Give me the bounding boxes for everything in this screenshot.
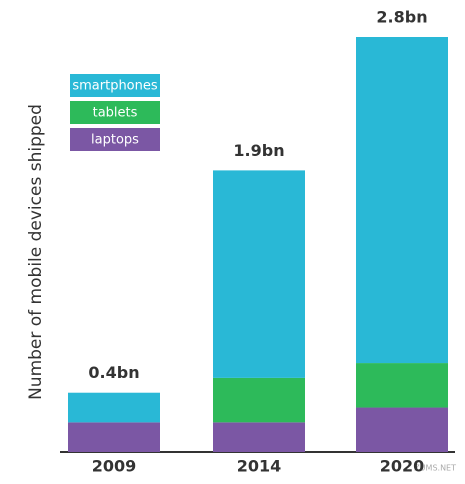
legend-label: tablets: [93, 106, 138, 121]
bar-segment: [68, 422, 160, 452]
total-label: 1.9bn: [233, 141, 284, 160]
legend-swatch: [70, 101, 160, 124]
axis-title: Number of mobile devices shipped: [26, 104, 46, 400]
total-label: 0.4bn: [88, 363, 139, 382]
legend-label: laptops: [91, 133, 139, 148]
bar-segment: [213, 377, 305, 423]
legend-swatch: [70, 74, 160, 97]
watermark: ZUMS.NET: [414, 464, 456, 473]
x-tick-label: 2014: [237, 457, 282, 476]
total-label: 2.8bn: [376, 8, 427, 27]
x-tick-label: 2009: [92, 457, 137, 476]
bar-segment: [356, 37, 448, 364]
x-tick-label: 2020: [380, 457, 425, 476]
bar-segment: [213, 422, 305, 452]
bar-segment: [356, 363, 448, 408]
bar-segment: [213, 170, 305, 378]
bar-segment: [68, 392, 160, 423]
legend-swatch: [70, 128, 160, 151]
bar-segment: [356, 407, 448, 452]
legend-label: smartphones: [72, 79, 158, 94]
